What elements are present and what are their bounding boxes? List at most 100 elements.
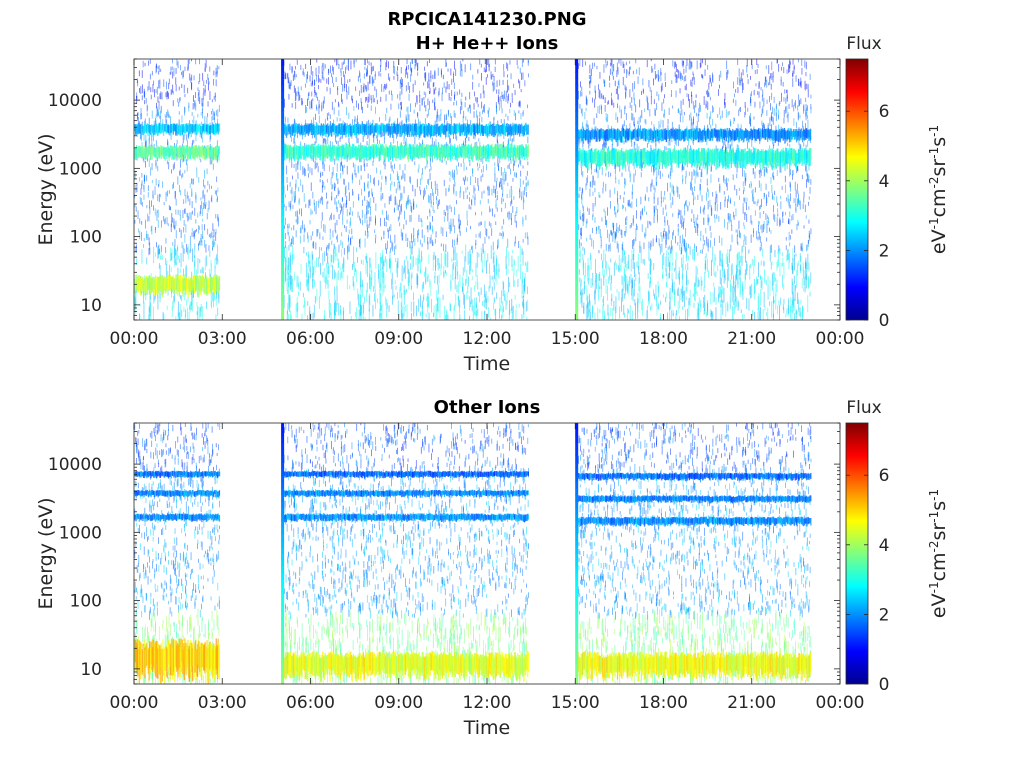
spike-mark [575,176,579,184]
spike-mark [575,631,579,639]
spike-mark [281,436,285,444]
figure-title: RPCICA141230.PNG [387,9,586,30]
spike-mark [575,72,579,79]
spike-mark [281,65,285,73]
spike-mark [281,176,285,184]
x-tick-label: 00:00 [816,329,865,349]
spike-mark [575,117,579,125]
spike-mark [281,579,285,587]
spike-mark [281,664,285,672]
spike-mark [575,468,579,476]
spike-mark [281,540,285,548]
spike-mark [575,163,579,171]
spike-mark [281,625,285,633]
spike-mark [281,573,285,581]
spike-mark [575,566,579,574]
spike-mark [575,91,579,99]
x-tick-label: 03:00 [198,693,247,713]
spike-mark [575,475,579,483]
x-tick-label: 12:00 [463,329,512,349]
spike-mark [575,169,579,177]
x-axis-label: Time [463,353,511,375]
y-tick-label: 10 [80,660,102,680]
spectrogram-data [134,59,812,320]
y-tick-label: 1000 [59,523,102,543]
spike-mark [281,313,285,320]
x-tick-label: 18:00 [639,329,688,349]
spike-mark [575,442,579,450]
spike-mark [281,235,285,243]
spike-mark [575,65,579,73]
spike-mark [575,313,579,320]
panel-title-top: H+ He++ Ions [416,33,559,54]
spike-mark [281,547,285,554]
y-tick-label: 100 [70,228,102,248]
y-axis-label: Energy (eV) [35,133,57,245]
spike-mark [281,202,285,210]
spike-mark [281,143,285,151]
spike-mark [281,104,285,112]
x-tick-label: 09:00 [374,693,423,713]
spike-mark [575,202,579,210]
spike-mark [575,137,579,145]
spike-mark [281,228,285,236]
spike-mark [281,78,285,86]
spike-mark [281,209,285,217]
spike-mark [575,625,579,633]
spike-mark [575,462,579,470]
spike-mark [575,618,579,626]
x-tick-label: 00:00 [110,693,159,713]
spike-mark [575,436,579,444]
spike-mark [281,254,285,262]
spike-mark [575,85,579,93]
spike-mark [575,248,579,256]
spike-mark [575,449,579,457]
spike-mark [575,605,579,613]
x-tick-label: 06:00 [286,329,335,349]
spike-mark [281,215,285,223]
colorbar [845,58,869,321]
spike-mark [281,605,285,613]
spike-mark [575,520,579,528]
x-tick-label: 00:00 [816,693,865,713]
colorbar-tick-label: 6 [879,102,890,122]
spike-mark [575,189,579,197]
colorbar-title: Flux [846,398,881,418]
spike-mark [281,163,285,171]
spike-mark [575,130,579,138]
colorbar-tick-label: 2 [879,605,890,625]
spike-mark [575,501,579,509]
y-axis-label: Energy (eV) [35,497,57,609]
x-tick-label: 06:00 [286,693,335,713]
x-tick-label: 18:00 [639,693,688,713]
spike-mark [575,481,579,489]
spectrogram-data [134,423,812,684]
spike-mark [575,586,579,594]
spike-mark [281,638,285,646]
spike-mark [575,488,579,496]
spectrogram-panel-h-he: 00:00 03:00 06:00 09:00 12:00 15:00 18:00 21:00… [35,34,950,375]
colorbar-tick-label: 0 [879,311,890,331]
x-tick-label: 12:00 [463,693,512,713]
spike-mark [281,644,285,652]
spectrogram-panel-other-ions: 00:00 03:00 06:00 09:00 12:00 15:00 18:00 21:00… [35,398,950,739]
spike-mark [281,475,285,483]
spike-mark [281,306,285,314]
spike-mark [575,104,579,112]
y-tick-label: 10 [80,296,102,316]
spike-mark [575,560,579,567]
colorbar-title: Flux [846,34,881,54]
spike-mark [281,287,285,295]
spike-mark [575,150,579,158]
spike-mark [575,677,579,684]
plot-area [134,59,840,320]
spike-mark [575,235,579,243]
spike-mark [575,215,579,223]
y-tick-label: 10000 [48,91,102,111]
spike-mark [281,280,285,288]
spike-mark [281,612,285,620]
x-tick-label: 21:00 [727,693,776,713]
x-tick-label: 15:00 [551,329,600,349]
spike-mark [575,280,579,288]
